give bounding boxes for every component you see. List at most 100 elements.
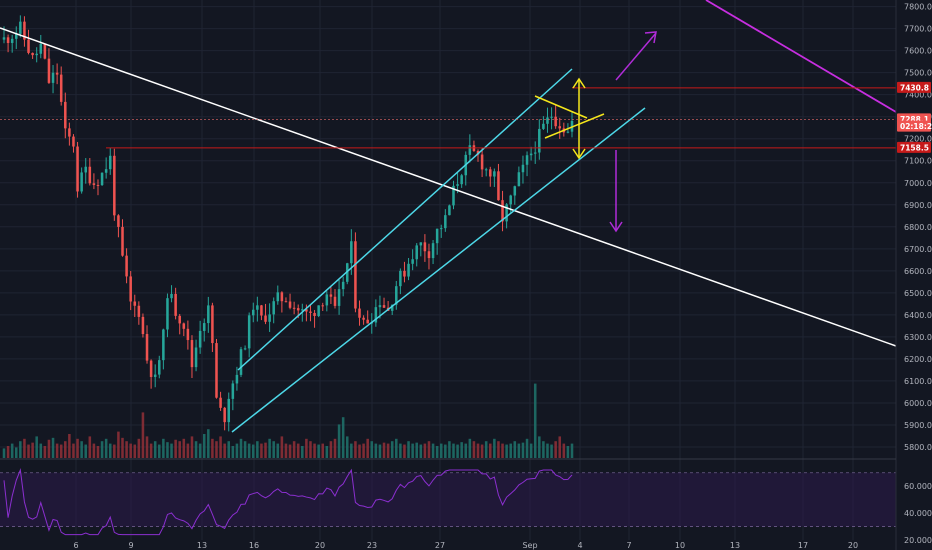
volume-bar bbox=[186, 443, 190, 458]
rsi-tick-label: 60.0000 bbox=[904, 482, 932, 491]
volume-bar bbox=[419, 444, 423, 458]
price-tick-label: 6600.0 bbox=[904, 267, 932, 276]
volume-bar bbox=[235, 443, 239, 458]
volume-bar bbox=[554, 441, 557, 458]
candle-body bbox=[529, 153, 533, 156]
time-axis: 6 9 13 16 20 23 27 Sep 4 7 10 13 17 20 bbox=[73, 541, 858, 550]
price-tick-label: 6300.0 bbox=[904, 333, 932, 342]
volume-bar bbox=[31, 442, 34, 458]
candle-body bbox=[550, 116, 553, 118]
candle-body bbox=[80, 172, 83, 192]
price-tick-label: 7100.0 bbox=[904, 157, 932, 166]
volume-bar bbox=[386, 443, 390, 458]
volume-bar bbox=[194, 441, 198, 458]
volume-bar bbox=[337, 424, 341, 458]
price-tick-label: 7600.0 bbox=[904, 47, 932, 56]
price-tag-box bbox=[897, 81, 931, 93]
volume-bar bbox=[88, 436, 92, 458]
candle-body bbox=[439, 228, 443, 230]
volume-bar bbox=[76, 438, 79, 458]
candle-body bbox=[358, 308, 361, 318]
volume-bar bbox=[390, 441, 394, 458]
candle-body bbox=[484, 169, 488, 171]
volume-bar bbox=[280, 436, 284, 458]
volume-bar bbox=[476, 443, 480, 458]
volume-bar bbox=[2, 448, 6, 458]
volume-bar bbox=[566, 446, 570, 458]
volume-bar bbox=[411, 443, 414, 458]
volume-bar bbox=[68, 434, 71, 458]
volume-bar bbox=[219, 436, 222, 458]
candle-body bbox=[211, 305, 214, 344]
candle-body bbox=[419, 242, 423, 246]
candle-body bbox=[460, 175, 463, 185]
candle-body bbox=[423, 242, 427, 252]
candle-body bbox=[2, 37, 6, 40]
candle-body bbox=[505, 204, 508, 222]
candle-body bbox=[260, 305, 263, 316]
rsi-pane: 60.0000 40.0000 20.0000 bbox=[0, 468, 932, 545]
rsi-band bbox=[0, 472, 896, 527]
purple-arrow-up-head bbox=[644, 31, 657, 44]
candle-body bbox=[64, 101, 67, 129]
candle-body bbox=[174, 293, 177, 316]
purple-arrow-up bbox=[615, 32, 657, 81]
volume-bar bbox=[513, 441, 517, 458]
volume-bar bbox=[403, 444, 406, 458]
candle-body bbox=[100, 172, 104, 186]
volume-bar bbox=[129, 443, 132, 458]
purple-arrow-down-head bbox=[609, 221, 623, 233]
candle-body bbox=[96, 184, 100, 186]
price-tick-label: 7400.0 bbox=[904, 91, 932, 100]
time-tick-label: 17 bbox=[798, 541, 808, 550]
volume-bar bbox=[358, 444, 361, 458]
volume-bar bbox=[243, 441, 247, 458]
candle-body bbox=[415, 245, 418, 260]
volume-bar bbox=[100, 441, 104, 458]
volume-bar bbox=[10, 443, 14, 458]
price-tick-label: 6000.0 bbox=[904, 399, 932, 408]
volume-bar bbox=[301, 446, 304, 458]
volume-bar bbox=[521, 442, 525, 458]
volume-bar bbox=[198, 443, 202, 458]
price-tag-box bbox=[897, 141, 931, 153]
triangle-lower-line bbox=[544, 113, 605, 139]
volume-bar bbox=[264, 442, 267, 458]
candle-body bbox=[448, 205, 451, 216]
candle-body bbox=[382, 305, 386, 308]
volume-bar bbox=[546, 443, 549, 458]
volume-bar bbox=[562, 443, 566, 458]
candle-body bbox=[264, 315, 267, 322]
volume-bar bbox=[6, 446, 10, 458]
volume-bar bbox=[47, 439, 51, 458]
volume-bar bbox=[329, 441, 333, 458]
volume-bar bbox=[272, 441, 275, 458]
volume-bar bbox=[395, 438, 398, 458]
volume-bar bbox=[166, 442, 169, 458]
candle-body bbox=[407, 263, 410, 277]
volume-bar bbox=[276, 443, 280, 458]
candle-body bbox=[513, 186, 517, 196]
volume-bar bbox=[558, 436, 562, 458]
volume-bar bbox=[341, 417, 345, 458]
candle-body bbox=[489, 169, 492, 177]
price-tick-label: 6100.0 bbox=[904, 377, 932, 386]
volume-bar bbox=[92, 443, 96, 458]
volume-bar bbox=[354, 441, 357, 458]
candle-body bbox=[247, 315, 251, 349]
candle-body bbox=[88, 166, 92, 184]
time-tick-label: 16 bbox=[249, 541, 259, 550]
price-tick-label: 6700.0 bbox=[904, 245, 932, 254]
candle-body bbox=[268, 314, 271, 322]
candle-body bbox=[153, 374, 157, 377]
candle-body bbox=[378, 305, 382, 308]
candle-body bbox=[108, 155, 112, 170]
candle-body bbox=[256, 305, 259, 310]
volume-bar bbox=[460, 442, 463, 458]
candle-body bbox=[43, 43, 47, 59]
price-tick-label: 6400.0 bbox=[904, 311, 932, 320]
candle-body bbox=[317, 305, 320, 316]
time-tick-label: 13 bbox=[730, 541, 740, 550]
volume-bar bbox=[104, 438, 108, 458]
price-tick-label: 6500.0 bbox=[904, 289, 932, 298]
